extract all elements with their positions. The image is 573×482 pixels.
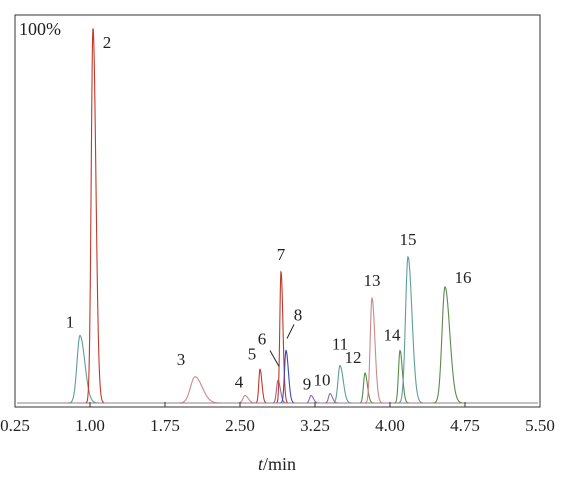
x-tick-label-1: 1.00 — [75, 416, 105, 435]
peak-trace-9 — [303, 394, 320, 404]
peak-label-4: 4 — [235, 373, 244, 392]
x-axis-title: t/min — [258, 454, 296, 474]
peak-label-12: 12 — [345, 348, 362, 367]
traces-group — [17, 28, 538, 404]
x-tick-label-4: 3.25 — [300, 416, 330, 435]
peak-trace-11 — [330, 364, 353, 404]
peak-trace-16 — [430, 286, 464, 404]
peak-trace-7 — [275, 270, 289, 404]
peak-label-10: 10 — [314, 371, 331, 390]
peak-label-13: 13 — [364, 271, 381, 290]
x-tick-label-7: 5.50 — [525, 416, 555, 435]
peak-label-11: 11 — [332, 335, 348, 354]
peak-label-1: 1 — [66, 313, 75, 332]
x-tick-label-3: 2.50 — [225, 416, 255, 435]
x-axis: 0.25 1.00 1.75 2.50 3.25 4.00 4.75 5.50 — [0, 402, 555, 435]
x-axis-title-unit: /min — [263, 454, 296, 474]
peak-trace-3 — [172, 376, 223, 404]
peak-trace-4 — [235, 394, 257, 404]
peak-trace-14 — [392, 349, 410, 404]
x-tick-label-5: 4.00 — [375, 416, 405, 435]
peak-trace-13 — [363, 297, 383, 404]
peak-label-5: 5 — [248, 344, 257, 363]
peak-label-7: 7 — [277, 245, 286, 264]
plot-frame — [14, 14, 541, 408]
scale-label: 100% — [19, 19, 61, 39]
peak-label-9: 9 — [303, 375, 312, 394]
peak-label-3: 3 — [177, 350, 186, 369]
peak-6-leader — [269, 350, 280, 367]
peak-trace-12 — [357, 372, 375, 404]
peak-trace-15 — [395, 255, 424, 404]
x-tick-label-0: 0.25 — [0, 416, 30, 435]
peak-label-2: 2 — [103, 33, 112, 52]
peak-trace-2 — [84, 28, 105, 404]
peak-label-14: 14 — [384, 326, 402, 345]
peak-label-16: 16 — [455, 268, 472, 287]
peak-label-15: 15 — [400, 230, 417, 249]
x-tick-label-6: 4.75 — [450, 416, 480, 435]
peak-label-6: 6 — [258, 330, 267, 349]
peak-trace-5 — [254, 368, 268, 404]
peak-trace-1 — [65, 334, 99, 404]
peak-8-leader — [286, 324, 295, 339]
x-axis-title-variable: t — [258, 454, 264, 474]
x-tick-label-2: 1.75 — [150, 416, 180, 435]
peak-label-8: 8 — [294, 306, 303, 325]
